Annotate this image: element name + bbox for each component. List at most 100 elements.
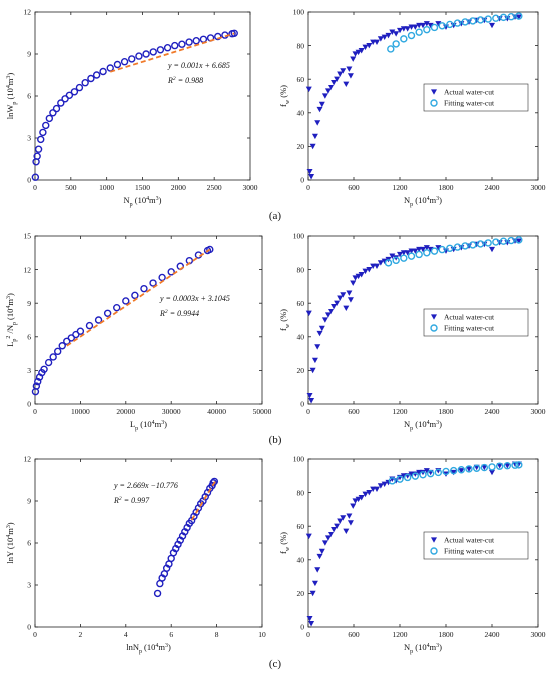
y-tick-label: 15	[24, 232, 32, 241]
data-point	[397, 27, 403, 34]
y-tick-label: 40	[297, 556, 305, 565]
data-point	[496, 463, 503, 469]
data-point	[158, 273, 166, 282]
data-point	[40, 365, 48, 373]
data-point	[499, 13, 508, 22]
data-point	[337, 71, 344, 77]
data-point	[469, 241, 477, 249]
data-point	[423, 249, 431, 257]
data-point	[438, 22, 446, 30]
legend-label-actual: Actual water-cut	[444, 536, 495, 545]
data-point	[230, 29, 238, 37]
data-point	[343, 81, 350, 88]
data-point	[495, 462, 504, 470]
data-point	[472, 464, 481, 472]
y-tick-label: 0	[300, 400, 304, 409]
data-point	[423, 468, 430, 474]
fit-r-squared: R2 = 0.988	[167, 76, 203, 85]
x-tick-label: 40000	[207, 407, 226, 416]
data-point	[334, 300, 341, 306]
data-point	[309, 590, 316, 597]
data-point	[499, 237, 508, 245]
data-point	[321, 540, 328, 546]
panel-label-a: (a)	[269, 210, 282, 222]
y-tick-label: 80	[297, 488, 305, 497]
data-point	[515, 14, 522, 20]
data-point	[92, 71, 101, 79]
data-point	[316, 553, 323, 560]
data-point	[192, 37, 200, 45]
data-point	[343, 305, 350, 312]
data-point	[461, 18, 469, 26]
x-tick-label: 2000	[171, 183, 186, 192]
data-point	[503, 462, 512, 470]
y-tick-label: 9	[27, 497, 31, 506]
x-tick-label: 2400	[485, 630, 500, 639]
plot-frame	[307, 235, 539, 405]
data-point	[113, 60, 122, 69]
data-point	[416, 246, 423, 253]
data-point	[337, 518, 344, 524]
x-tick-label: 0	[306, 183, 310, 192]
x-tick-label: 1200	[393, 183, 408, 192]
fit-line	[66, 248, 211, 347]
data-point	[515, 238, 522, 244]
x-tick-label: 2500	[207, 183, 222, 192]
legend-label-actual: Actual water-cut	[444, 88, 495, 97]
data-point	[389, 29, 396, 35]
series-data	[31, 245, 214, 396]
data-point	[156, 46, 165, 54]
data-point	[392, 256, 400, 265]
data-point	[370, 39, 377, 46]
data-point	[453, 19, 462, 27]
data-point	[370, 263, 377, 270]
data-point	[411, 472, 420, 480]
data-point	[396, 475, 404, 483]
data-point	[334, 76, 341, 82]
data-point	[350, 56, 357, 62]
y-tick-label: 20	[297, 589, 305, 598]
data-point	[65, 91, 74, 100]
x-tick-label: 1200	[393, 407, 408, 416]
x-tick-label: 3000	[243, 183, 258, 192]
data-point	[415, 28, 423, 36]
data-point	[403, 473, 412, 482]
data-point	[33, 152, 41, 160]
data-point	[355, 273, 362, 280]
x-tick-label: 1000	[99, 183, 114, 192]
x-tick-label: 500	[65, 183, 77, 192]
data-point	[423, 245, 430, 251]
data-point	[54, 347, 62, 356]
data-point	[370, 486, 377, 493]
data-point	[366, 43, 373, 49]
data-point	[331, 303, 338, 310]
data-point	[131, 291, 139, 300]
data-point	[430, 23, 439, 32]
legend-marker-fitting	[430, 99, 438, 107]
data-point	[400, 35, 408, 43]
data-point	[389, 253, 396, 259]
data-point	[39, 128, 47, 137]
data-point	[306, 393, 313, 399]
x-tick-label: 1500	[135, 183, 150, 192]
x-tick-label: 0	[306, 407, 310, 416]
data-point	[450, 469, 457, 476]
y-axis-label: fw (%)	[278, 532, 291, 554]
data-point	[135, 52, 143, 60]
data-point	[381, 481, 388, 487]
data-point	[358, 495, 365, 501]
data-point	[171, 41, 179, 50]
data-point	[458, 468, 465, 474]
data-point	[377, 483, 384, 489]
fit-r-squared: R2 = 0.9944	[159, 309, 199, 318]
data-point	[311, 133, 318, 140]
data-point	[57, 99, 65, 107]
x-tick-label: 4	[124, 630, 128, 639]
data-point	[416, 22, 423, 29]
y-tick-label: 6	[27, 333, 31, 342]
data-point	[465, 465, 473, 473]
panel-label-b: (b)	[269, 434, 282, 446]
data-point	[106, 64, 114, 72]
data-point	[515, 236, 523, 244]
